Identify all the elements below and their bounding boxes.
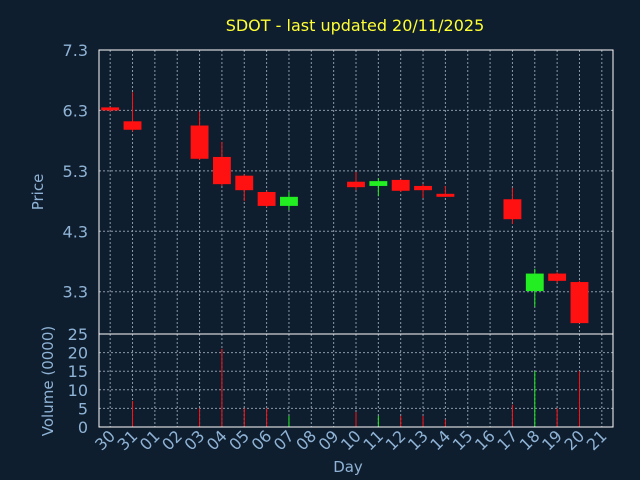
candle-body xyxy=(525,273,544,292)
volume-tick-label: 25 xyxy=(68,325,88,344)
candle-body xyxy=(391,179,410,191)
candle-body xyxy=(503,199,522,220)
candle-body xyxy=(257,192,276,206)
volume-tick-label: 15 xyxy=(68,362,88,381)
candle-body xyxy=(548,273,567,281)
candle-body xyxy=(212,156,231,185)
price-tick-label: 6.3 xyxy=(63,101,88,120)
volume-axis-label: Volume (0000) xyxy=(39,326,57,436)
price-grid xyxy=(99,49,613,334)
candle-body xyxy=(101,107,120,111)
volume-tick-label: 10 xyxy=(68,381,88,400)
price-tick-label: 3.3 xyxy=(63,283,88,302)
price-tick-label: 7.3 xyxy=(63,41,88,60)
price-axis-label: Price xyxy=(29,174,47,211)
candle-body xyxy=(347,181,365,188)
candle-body xyxy=(414,185,432,191)
price-candles xyxy=(101,92,589,324)
price-tick-label: 5.3 xyxy=(63,162,88,181)
volume-tick-label: 5 xyxy=(78,399,88,418)
candle-body xyxy=(235,175,254,191)
candle-body xyxy=(280,196,298,206)
price-tick-label: 4.3 xyxy=(63,222,88,241)
candle-body xyxy=(369,181,388,186)
volume-tick-label: 0 xyxy=(78,418,88,437)
candle-body xyxy=(570,282,589,324)
candle-body xyxy=(190,125,209,159)
volume-panel-frame xyxy=(98,333,614,428)
volume-tick-label: 20 xyxy=(68,344,88,363)
day-tick-label: 21 xyxy=(583,426,611,454)
price-axis-ticks: 7.3 6.3 5.3 4.3 3.3 xyxy=(63,41,88,302)
volume-bars xyxy=(132,348,580,427)
day-axis-ticks: 3031010203040506070809101112131415161718… xyxy=(91,426,610,454)
day-axis-label: Day xyxy=(333,458,363,476)
candle-body xyxy=(436,193,455,197)
candle-body xyxy=(123,121,142,130)
chart-title: SDOT - last updated 20/11/2025 xyxy=(226,16,485,35)
